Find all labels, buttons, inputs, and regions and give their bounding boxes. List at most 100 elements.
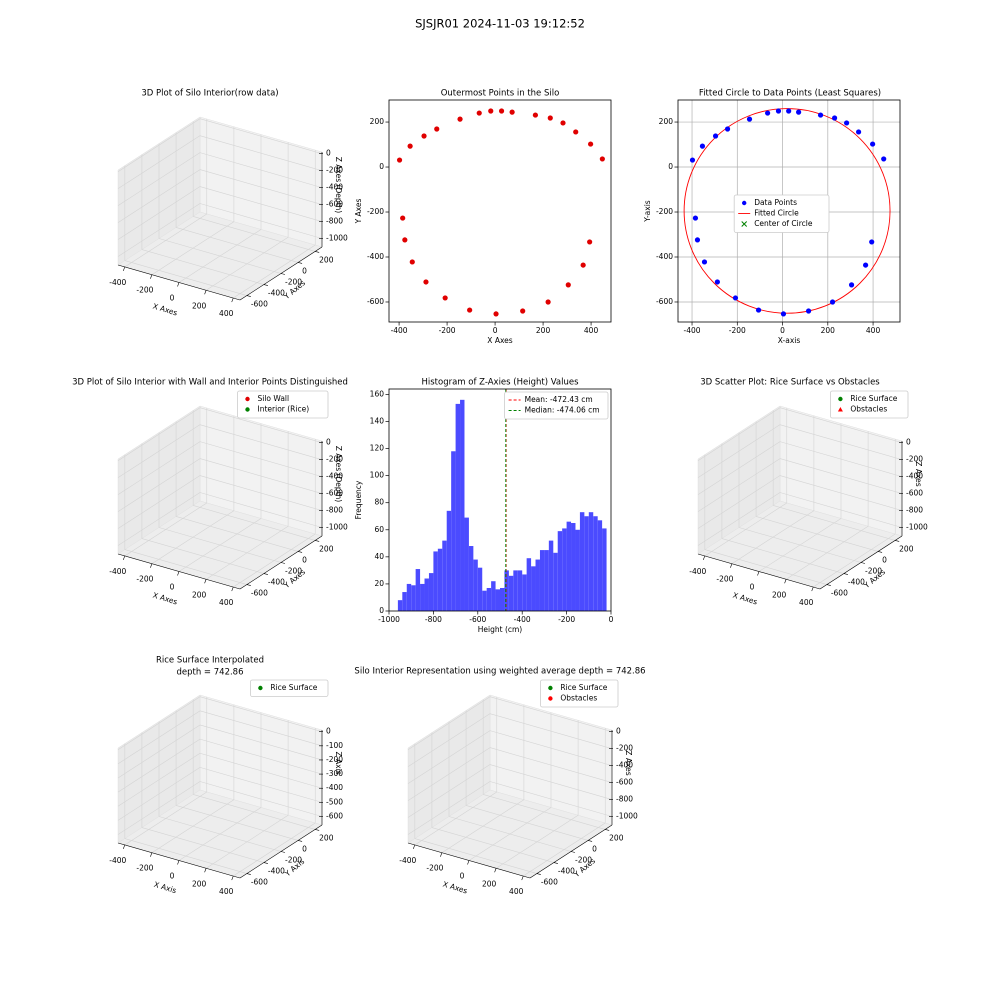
- bar: [486, 587, 492, 611]
- grid-line: [697, 441, 903, 495]
- point: [423, 279, 429, 285]
- z-tick-label: -800: [326, 217, 343, 226]
- subplot-title: 3D Plot of Silo Interior(row data): [141, 89, 278, 99]
- legend-marker: [548, 685, 553, 691]
- x-tick-label: 200: [536, 326, 551, 335]
- z-tick-label: -600: [906, 489, 923, 498]
- grid-line: [697, 475, 903, 529]
- y-tick-label: 200: [370, 117, 385, 126]
- point: [599, 156, 605, 162]
- point: [870, 141, 876, 147]
- legend-marker: [258, 685, 263, 691]
- bar: [406, 583, 412, 611]
- y-tick-label: 200: [609, 833, 624, 842]
- y-tick: [298, 840, 303, 842]
- y-tick-label: 160: [370, 389, 385, 398]
- y-tick-label: 0: [302, 555, 307, 564]
- grid-line: [407, 747, 613, 801]
- legend-marker: [838, 396, 843, 402]
- z-axis-label: Z Axes: [624, 750, 633, 775]
- x-tick-label: 200: [821, 326, 836, 335]
- y-tick-label: -200: [575, 856, 592, 865]
- legend-label: Obstacles: [560, 694, 597, 703]
- grid-line: [704, 454, 827, 585]
- x-tick-label: 400: [584, 326, 599, 335]
- x-tick-label: -200: [729, 326, 746, 335]
- y-axis-label: Frequency: [354, 480, 363, 519]
- bar: [504, 570, 509, 611]
- y-tick-label: 0: [668, 162, 673, 171]
- subplot-title: Rice Surface Interpolated: [156, 656, 264, 666]
- x-tick-label: -400: [689, 567, 706, 576]
- x-tick: [177, 571, 180, 576]
- legend-box: [237, 390, 329, 419]
- bar: [588, 512, 594, 611]
- grid-line: [117, 767, 323, 821]
- bar: [424, 578, 429, 611]
- legend-label: Data Points: [754, 198, 797, 207]
- axis-line: [407, 730, 613, 879]
- point: [796, 109, 802, 115]
- x-tick-label: -200: [716, 575, 733, 584]
- bar: [442, 540, 447, 611]
- y-tick-label: -600: [251, 878, 268, 887]
- z-axis-label: Z Axis: [334, 751, 343, 774]
- z-tick-label: -200: [326, 166, 343, 175]
- y-tick-label: -200: [865, 567, 882, 576]
- y-tick-label: -400: [656, 252, 673, 261]
- grid-line: [117, 752, 323, 807]
- axis-line: [117, 441, 323, 590]
- z-tick-label: -400: [616, 761, 633, 770]
- grid-line: [448, 721, 572, 852]
- y-tick-label: 40: [374, 552, 384, 561]
- bar: [593, 516, 598, 611]
- z-tick-label: 0: [326, 727, 331, 736]
- bar: [602, 528, 607, 611]
- x-axis-label: X-axis: [778, 336, 801, 345]
- x-tick-label: -400: [514, 615, 531, 624]
- point: [400, 215, 406, 221]
- z-tick-label: 0: [616, 727, 621, 736]
- x-tick-label: 0: [750, 583, 755, 592]
- y-tick: [263, 573, 268, 575]
- x-tick-label: -200: [558, 615, 575, 624]
- z-tick-label: -400: [326, 183, 343, 192]
- grid-line: [772, 410, 896, 541]
- y-axis-label: Y Axes: [354, 198, 363, 224]
- bar: [557, 531, 563, 611]
- x-tick: [231, 875, 234, 881]
- y-tick-label: -600: [251, 300, 268, 309]
- z-axis-label: Z Axes (Depth): [334, 157, 343, 214]
- grid-line: [192, 410, 316, 541]
- legend-box: [733, 194, 830, 233]
- z-axis-label: Z Axes (Depth): [334, 446, 343, 503]
- grid-line: [117, 475, 323, 529]
- y-tick-label: -400: [268, 289, 285, 298]
- y-tick-label: 0: [882, 555, 887, 564]
- x-tick-label: -200: [136, 286, 153, 295]
- point: [532, 112, 539, 118]
- z-tick-label: -400: [906, 472, 923, 481]
- grid-line: [158, 143, 282, 274]
- point: [457, 116, 463, 122]
- bar: [575, 529, 580, 611]
- x-tick: [702, 555, 706, 561]
- grid-line: [407, 781, 613, 835]
- x-tick-label: 400: [509, 887, 524, 896]
- legend-label: Center of Circle: [754, 219, 813, 228]
- grid-line: [124, 165, 247, 296]
- axis-line: [117, 152, 323, 301]
- y-tick-label: -600: [367, 297, 384, 306]
- x-tick-label: 400: [219, 309, 234, 318]
- point: [587, 239, 593, 245]
- y-tick-label: 200: [899, 544, 914, 553]
- legend-label: Interior (Rice): [258, 405, 310, 414]
- x-tick: [122, 844, 126, 850]
- y-tick-label: -200: [285, 567, 302, 576]
- y-tick: [843, 573, 848, 575]
- bar: [397, 600, 403, 611]
- grid-line: [117, 169, 323, 223]
- bar: [522, 574, 527, 611]
- z-tick-label: -200: [616, 744, 633, 753]
